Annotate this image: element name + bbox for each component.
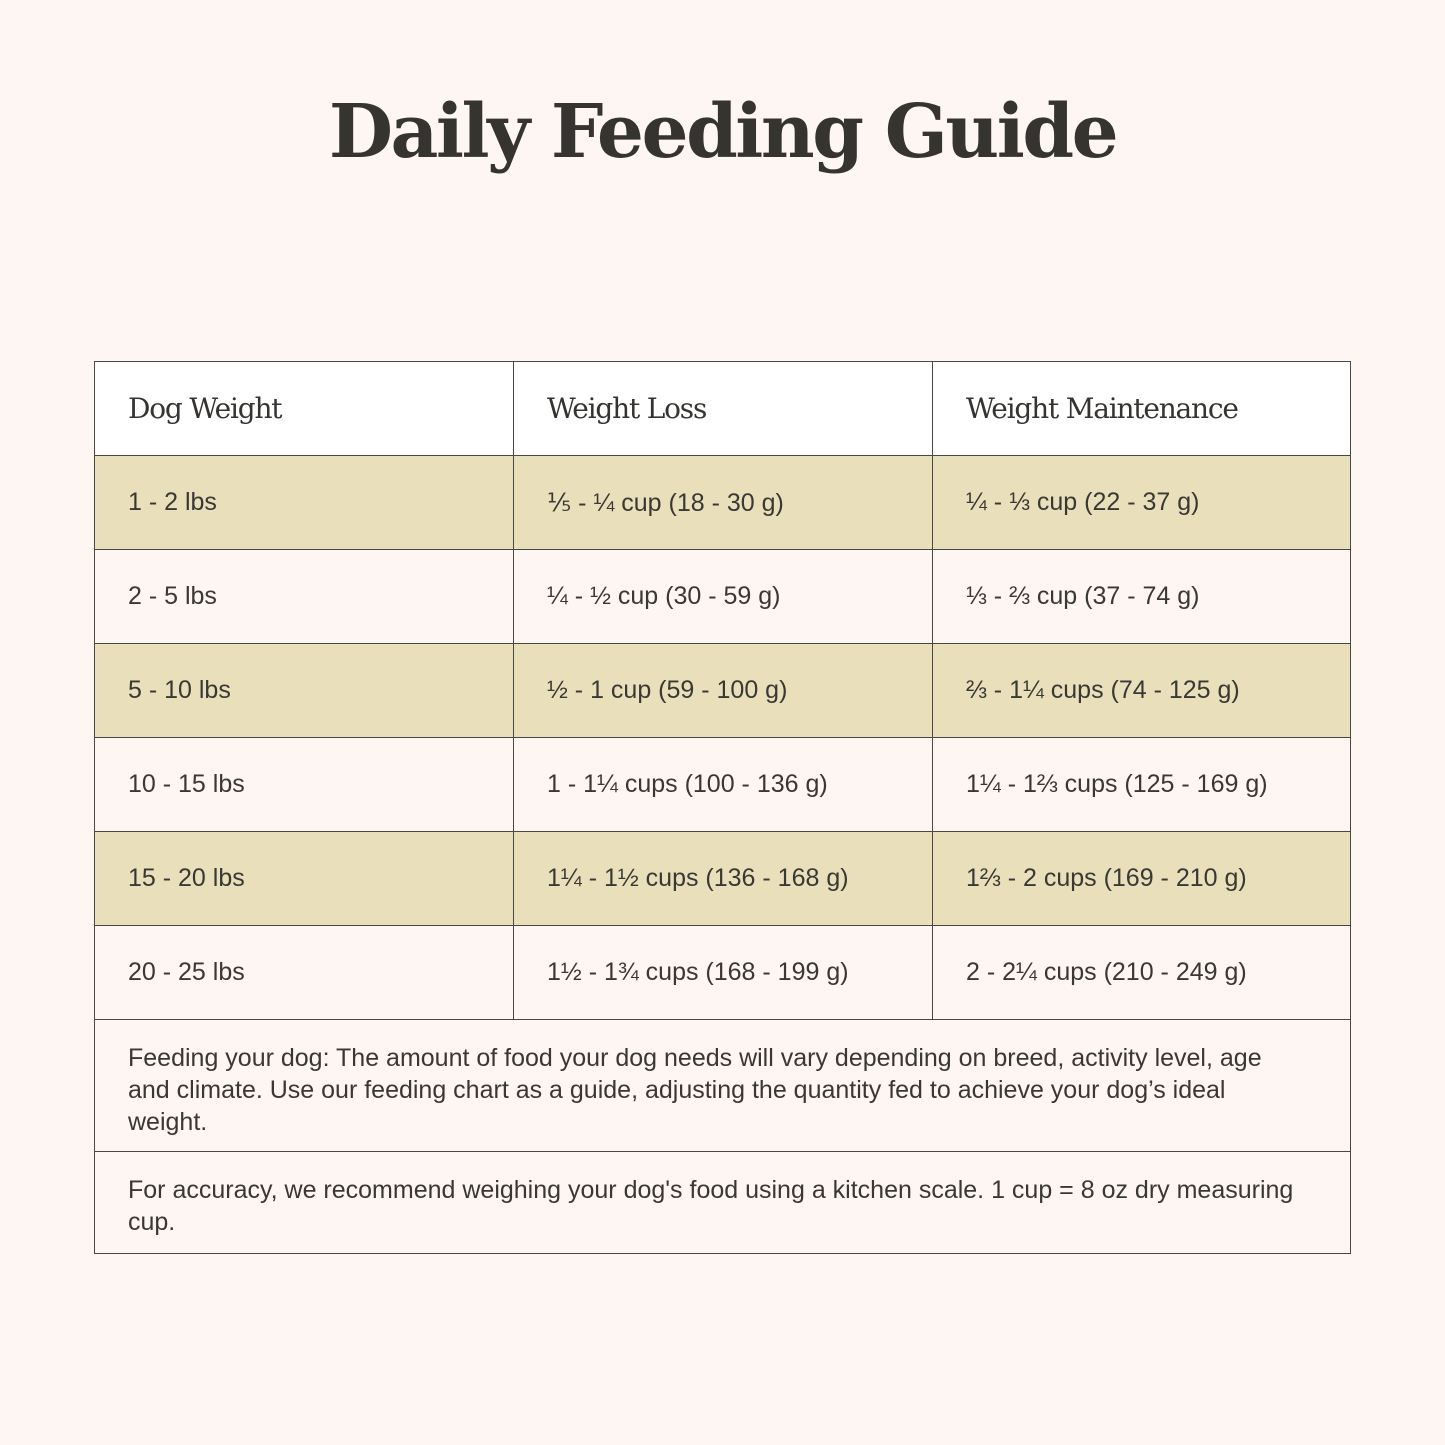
table-row: 5 - 10 lbs ½ - 1 cup (59 - 100 g) ⅔ - 1¼… <box>95 644 1350 738</box>
cell-dog-weight: 5 - 10 lbs <box>95 644 514 737</box>
header-weight-loss: Weight Loss <box>514 362 933 455</box>
header-weight-maintenance: Weight Maintenance <box>966 392 1239 425</box>
feeding-table: Dog Weight Weight Loss Weight Maintenanc… <box>94 361 1351 1254</box>
cell-weight-maintenance: 2 - 2¼ cups (210 - 249 g) <box>966 958 1247 986</box>
cell-dog-weight: 1 - 2 lbs <box>95 456 514 549</box>
table-header-row: Dog Weight Weight Loss Weight Maintenanc… <box>95 362 1350 456</box>
cell-weight-loss: ½ - 1 cup (59 - 100 g) <box>514 644 933 737</box>
table-row: 20 - 25 lbs 1½ - 1¾ cups (168 - 199 g) 2… <box>95 926 1350 1020</box>
cell-dog-weight: 15 - 20 lbs <box>95 832 514 925</box>
cell-weight-maintenance: 1¼ - 1⅔ cups (125 - 169 g) <box>966 770 1268 798</box>
header-dog-weight: Dog Weight <box>95 362 514 455</box>
feeding-note: Feeding your dog: The amount of food you… <box>95 1020 1350 1152</box>
cell-weight-loss: 1½ - 1¾ cups (168 - 199 g) <box>514 926 933 1019</box>
cell-weight-loss: ⅕ - ¼ cup (18 - 30 g) <box>514 456 933 549</box>
table-row: 15 - 20 lbs 1¼ - 1½ cups (136 - 168 g) 1… <box>95 832 1350 926</box>
cell-dog-weight: 20 - 25 lbs <box>95 926 514 1019</box>
cell-weight-maintenance: ⅓ - ⅔ cup (37 - 74 g) <box>966 582 1200 610</box>
table-row: 2 - 5 lbs ¼ - ½ cup (30 - 59 g) ⅓ - ⅔ cu… <box>95 550 1350 644</box>
page-title: Daily Feeding Guide <box>328 89 1119 175</box>
cell-dog-weight: 2 - 5 lbs <box>95 550 514 643</box>
accuracy-note: For accuracy, we recommend weighing your… <box>95 1152 1350 1253</box>
cell-weight-loss: 1 - 1¼ cups (100 - 136 g) <box>514 738 933 831</box>
cell-weight-maintenance: ¼ - ⅓ cup (22 - 37 g) <box>966 488 1200 516</box>
cell-weight-loss: ¼ - ½ cup (30 - 59 g) <box>514 550 933 643</box>
cell-dog-weight: 10 - 15 lbs <box>95 738 514 831</box>
cell-weight-loss: 1¼ - 1½ cups (136 - 168 g) <box>514 832 933 925</box>
table-row: 10 - 15 lbs 1 - 1¼ cups (100 - 136 g) 1¼… <box>95 738 1350 832</box>
cell-weight-maintenance: 1⅔ - 2 cups (169 - 210 g) <box>966 864 1247 892</box>
table-row: 1 - 2 lbs ⅕ - ¼ cup (18 - 30 g) ¼ - ⅓ cu… <box>95 456 1350 550</box>
cell-weight-maintenance: ⅔ - 1¼ cups (74 - 125 g) <box>966 676 1240 704</box>
